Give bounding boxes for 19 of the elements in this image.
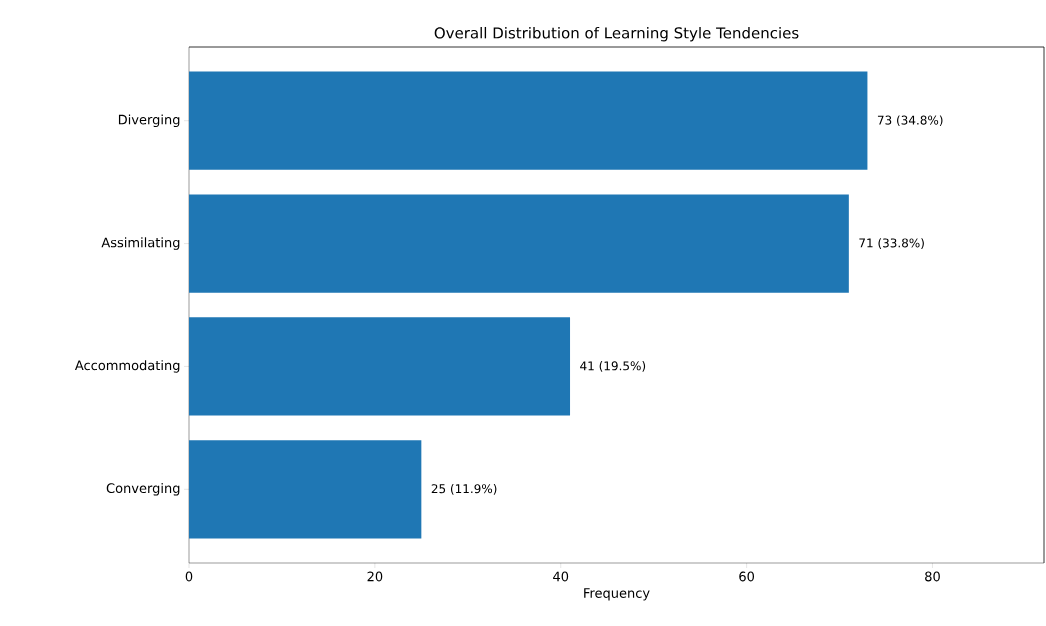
bar xyxy=(189,71,868,170)
data-label: 41 (19.5%) xyxy=(580,361,646,372)
chart-title: Overall Distribution of Learning Style Tendencies xyxy=(434,26,799,42)
bar xyxy=(189,440,422,539)
bar xyxy=(189,317,571,416)
x-tick-label: 20 xyxy=(367,571,383,582)
x-tick-label: 40 xyxy=(553,571,569,582)
y-tick-label: Assimilating xyxy=(101,237,180,250)
x-tick-label: 0 xyxy=(185,571,193,582)
y-tick-label: Accommodating xyxy=(74,360,180,373)
x-tick-label: 60 xyxy=(739,571,755,582)
y-tick-label: Converging xyxy=(106,483,180,496)
y-tick-label: Diverging xyxy=(118,114,180,127)
x-tick-label: 80 xyxy=(925,571,940,582)
bar xyxy=(189,194,849,293)
x-axis-title: Frequency xyxy=(584,588,650,601)
data-label: 71 (33.8%) xyxy=(859,238,924,249)
data-label: 73 (34.8%) xyxy=(877,115,943,127)
data-label: 25 (11.9%) xyxy=(431,483,497,495)
